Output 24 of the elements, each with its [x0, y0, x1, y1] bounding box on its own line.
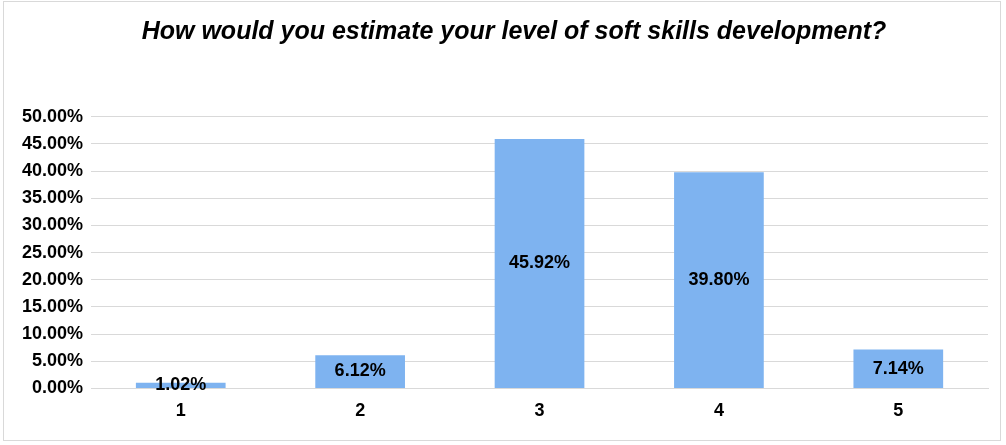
bar: [494, 138, 585, 388]
y-tick-label: 50.00%: [21, 105, 84, 126]
y-tick-label: 40.00%: [21, 160, 84, 181]
y-tick-label: 20.00%: [21, 268, 84, 289]
x-tick-label: 2: [355, 400, 366, 421]
chart-title: How would you estimate your level of soft skills development?: [140, 15, 888, 46]
x-tick-label: 4: [713, 400, 724, 421]
x-tick-label: 5: [893, 400, 904, 421]
y-tick-label: 10.00%: [21, 323, 84, 344]
data-label: 6.12%: [334, 360, 386, 381]
y-tick-label: 5.00%: [32, 350, 84, 371]
x-tick-label: 1: [175, 400, 186, 421]
y-tick-label: 35.00%: [21, 187, 84, 208]
y-tick-label: 45.00%: [21, 132, 84, 153]
y-tick-label: 0.00%: [32, 377, 84, 398]
x-tick-label: 3: [534, 400, 545, 421]
bar: [674, 172, 764, 388]
data-label: 1.02%: [155, 374, 207, 395]
y-tick-label: 30.00%: [21, 214, 84, 235]
data-label: 45.92%: [508, 252, 571, 273]
y-tick-label: 25.00%: [21, 241, 84, 262]
data-label: 39.80%: [688, 269, 750, 290]
data-label: 7.14%: [872, 357, 924, 378]
y-tick-label: 15.00%: [21, 295, 84, 316]
